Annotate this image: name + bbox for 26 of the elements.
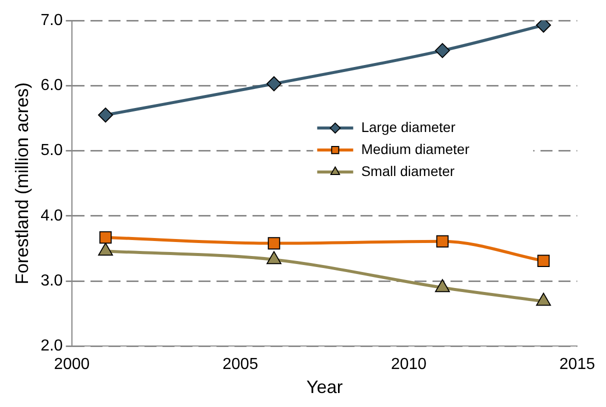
point	[266, 251, 282, 264]
point	[266, 76, 282, 92]
y-tick-label: 6.0	[40, 77, 63, 94]
x-tick-label: 2000	[54, 356, 90, 374]
x-tick-label: 2005	[222, 356, 258, 374]
y-tick-label: 7.0	[40, 12, 63, 30]
x-tick-label: 2015	[559, 356, 596, 374]
point	[268, 237, 280, 250]
y-tick-label: 5.0	[40, 142, 63, 160]
point	[99, 231, 112, 244]
point	[434, 43, 450, 58]
y-tick-label: 3.0	[40, 272, 63, 290]
point	[98, 108, 114, 123]
legend-label: Medium diameter	[361, 140, 470, 157]
x-axis-title: Year	[306, 377, 343, 398]
x-tick-label: 2010	[390, 356, 427, 374]
y-axis-title: Forestland (million acres)	[12, 82, 32, 284]
point	[98, 242, 113, 256]
point	[536, 292, 551, 306]
legend-label: Small diameter	[361, 162, 455, 179]
y-tick-label: 4.0	[40, 207, 63, 224]
point	[537, 254, 550, 268]
legend-label: Large diameter	[361, 118, 456, 135]
point	[435, 279, 450, 292]
point	[436, 235, 449, 248]
y-tick-label: 2.0	[40, 338, 63, 355]
